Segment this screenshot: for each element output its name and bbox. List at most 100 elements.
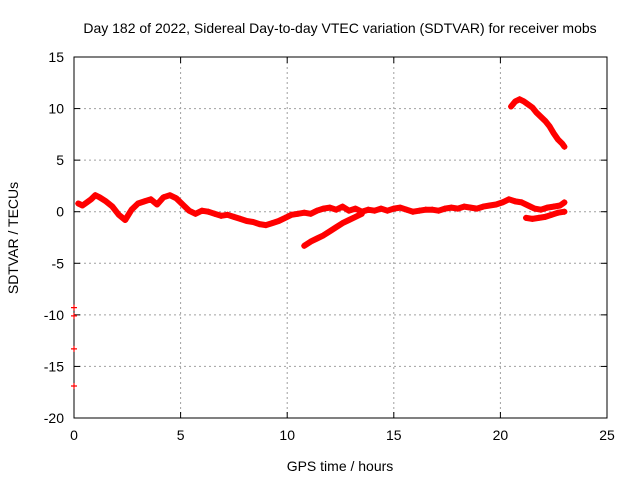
data-point [531,205,538,212]
data-point [102,198,109,205]
data-point [301,242,308,249]
data-point [537,206,544,213]
data-point [320,232,327,239]
x-tick-label: 25 [599,427,615,443]
data-point [211,210,218,217]
data-point [416,207,423,214]
data-point [516,96,523,103]
data-point [115,211,122,218]
data-point [358,210,365,217]
series-main-trace [75,192,568,229]
data-point [294,210,301,217]
data-point [554,209,561,216]
data-point [256,221,263,228]
data-point [467,204,474,211]
series-high-segment [508,96,568,150]
data-point [198,207,205,214]
data-point [314,235,321,242]
data-point [79,202,86,209]
data-point [333,206,340,213]
data-point [435,207,442,214]
data-point [339,220,346,227]
data-point [122,216,129,223]
data-point [550,130,557,137]
data-point [512,98,519,105]
data-point [250,219,257,226]
data-point [288,211,295,218]
data-point [422,206,429,213]
data-point [83,199,90,206]
data-point [557,202,564,209]
data-point [486,202,493,209]
series-band [301,210,365,249]
x-tick-label: 20 [493,427,509,443]
data-point [307,238,314,245]
y-tick-label: 0 [56,204,64,220]
data-point [441,205,448,212]
data-point [535,214,542,221]
data-point [448,204,455,211]
data-point [508,103,515,110]
data-point [186,207,193,214]
data-point [561,199,568,206]
data-point [461,203,468,210]
data-point [542,213,549,220]
x-tick-label: 0 [70,427,78,443]
data-point [561,208,568,215]
data-point [352,213,359,220]
y-tick-label: -20 [44,410,64,426]
data-point [301,209,308,216]
data-point [71,312,77,319]
data-point [499,199,506,206]
data-point [346,207,353,214]
data-point [346,216,353,223]
data-point [352,205,359,212]
data-point [128,206,135,213]
data-point [230,213,237,220]
y-tick-label: -5 [52,255,65,271]
data-point [403,206,410,213]
data-point [454,205,461,212]
data-point [141,198,148,205]
data-point [88,196,95,203]
data-point [550,203,557,210]
x-axis-label: GPS time / hours [287,458,394,474]
data-point [224,211,231,218]
data-point [339,203,346,210]
data-layer [71,96,568,390]
data-point [512,198,519,205]
data-point [326,204,333,211]
data-point [307,210,314,217]
data-point [493,201,500,208]
data-point [218,212,225,219]
y-tick-label: 10 [48,101,64,117]
data-point [529,104,536,111]
data-point [320,205,327,212]
y-axis-label: SDTVAR / TECUs [5,182,21,294]
data-point [548,211,555,218]
data-point [75,200,82,207]
data-point [160,194,167,201]
data-point [192,210,199,217]
x-tick-label: 5 [177,427,185,443]
data-point [554,136,561,143]
data-point [529,215,536,222]
data-point [473,205,480,212]
data-point [409,208,416,215]
data-point [179,201,186,208]
data-point [96,194,103,201]
data-point [154,201,161,208]
data-point [275,217,282,224]
data-point [71,383,77,390]
data-point [333,224,340,231]
data-point [559,140,566,147]
data-point [561,143,568,150]
data-point [134,200,141,207]
data-point [390,205,397,212]
data-point [262,222,269,229]
y-tick-label: -10 [44,307,64,323]
data-point [520,98,527,105]
y-tick-label: 15 [48,49,64,65]
data-point [109,203,116,210]
data-point [533,109,540,116]
